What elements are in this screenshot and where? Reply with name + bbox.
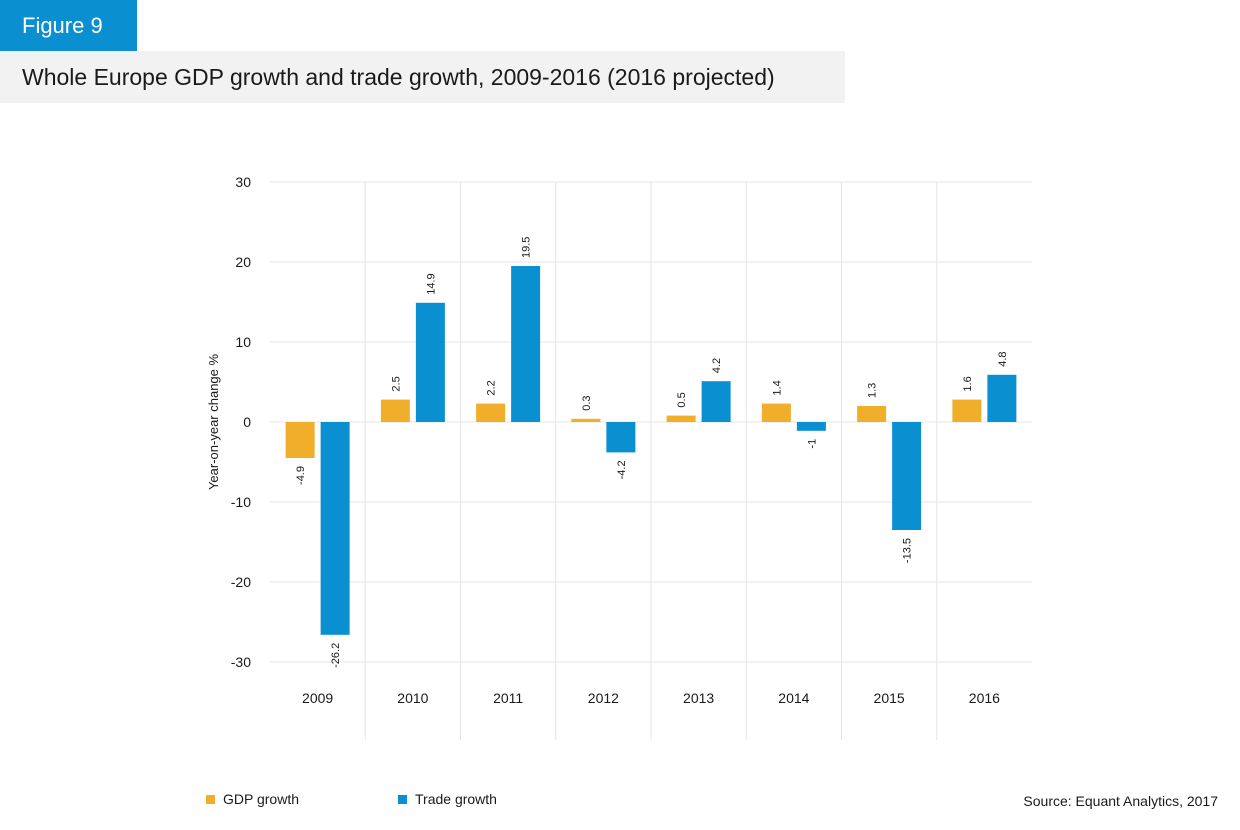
figure-label: Figure 9: [0, 0, 137, 51]
data-label-trade: 4.2: [711, 358, 723, 373]
legend-item-gdp: GDP growth: [206, 791, 299, 807]
bar-gdp-2014: [761, 403, 791, 422]
data-label-trade: -13.5: [902, 538, 914, 563]
x-tick-label: 2013: [683, 690, 714, 706]
bar-trade-2010: [415, 302, 445, 422]
bar-gdp-2015: [857, 406, 887, 422]
data-label-trade: -1: [806, 439, 818, 449]
bar-gdp-2009: [285, 422, 315, 458]
data-label-trade: -4.2: [616, 460, 628, 479]
x-tick-label: 2016: [969, 690, 1000, 706]
bar-trade-2016: [987, 374, 1017, 422]
data-label-trade: -26.2: [330, 643, 342, 668]
data-label-gdp: 1.3: [867, 383, 879, 398]
x-tick-label: 2011: [493, 690, 523, 706]
bar-trade-2014: [796, 422, 826, 431]
x-tick-label: 2009: [302, 690, 333, 706]
y-tick-label: 10: [235, 334, 251, 350]
x-tick-label: 2012: [588, 690, 619, 706]
data-label-gdp: -4.9: [295, 466, 307, 485]
y-tick-label: -10: [231, 494, 251, 510]
y-axis-label: Year-on-year change %: [206, 354, 221, 491]
data-label-gdp: 0.5: [676, 392, 688, 407]
y-tick-label: -30: [231, 654, 251, 670]
y-tick-label: 0: [243, 414, 251, 430]
bar-gdp-2010: [380, 399, 410, 422]
data-label-trade: 14.9: [425, 273, 437, 294]
data-label-gdp: 0.3: [581, 396, 593, 411]
y-tick-label: 30: [235, 174, 251, 190]
y-tick-label: -20: [231, 574, 251, 590]
data-label-gdp: 2.5: [390, 376, 402, 391]
data-label-gdp: 2.2: [486, 380, 498, 395]
bar-trade-2013: [701, 381, 731, 422]
data-label-gdp: 1.4: [771, 380, 783, 395]
bar-trade-2009: [320, 422, 350, 635]
data-label-trade: 4.8: [997, 352, 1009, 367]
bar-trade-2012: [606, 422, 636, 453]
bar-gdp-2011: [476, 403, 506, 422]
y-tick-label: 20: [235, 254, 251, 270]
bar-trade-2011: [511, 266, 541, 422]
bar-gdp-2012: [571, 418, 601, 422]
x-tick-label: 2015: [874, 690, 905, 706]
source-note: Source: Equant Analytics, 2017: [1023, 793, 1218, 809]
data-label-trade: 19.5: [521, 237, 533, 258]
legend-label-gdp: GDP growth: [223, 791, 299, 807]
legend-swatch-gdp: [206, 794, 215, 804]
bar-gdp-2016: [952, 399, 982, 422]
chart-title: Whole Europe GDP growth and trade growth…: [0, 51, 845, 103]
x-tick-label: 2010: [397, 690, 428, 706]
x-tick-label: 2014: [778, 690, 809, 706]
legend-item-trade: Trade growth: [398, 791, 497, 807]
bar-trade-2015: [892, 422, 922, 530]
legend-swatch-trade: [398, 794, 407, 804]
data-label-gdp: 1.6: [962, 376, 974, 391]
bar-gdp-2013: [666, 415, 696, 422]
legend-label-trade: Trade growth: [415, 791, 497, 807]
